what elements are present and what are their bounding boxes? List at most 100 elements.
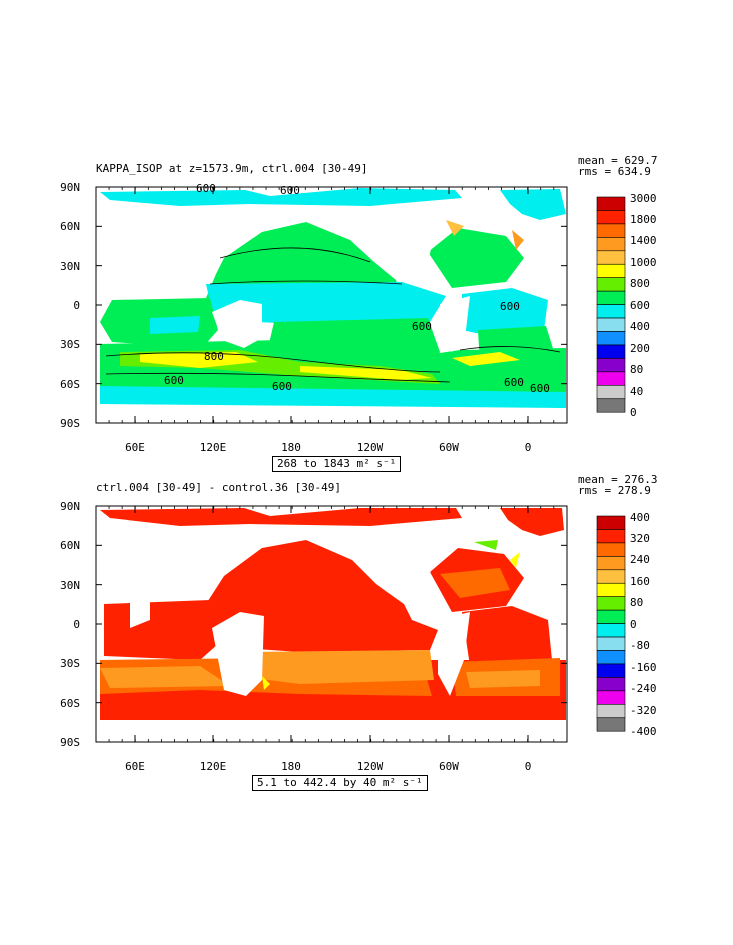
colorbar-swatch <box>596 703 626 719</box>
contour-label: 600 <box>280 184 300 197</box>
lat-tick-label: 90N <box>60 500 80 513</box>
panel2-range-box: 5.1 to 442.4 by 40 m² s⁻¹ <box>252 775 428 791</box>
contour-label: 600 <box>196 182 216 195</box>
lon-tick-label: 120E <box>200 441 227 454</box>
colorbar-swatch <box>596 263 626 278</box>
colorbar-swatch <box>596 237 626 252</box>
colorbar-swatch <box>596 290 626 305</box>
contour-label: 800 <box>204 350 224 363</box>
panel1-ticks <box>95 186 567 424</box>
colorbar-label: 800 <box>630 277 650 290</box>
colorbar-label: 0 <box>630 618 637 631</box>
lat-tick-label: 30S <box>60 338 80 351</box>
contour-label: 600 <box>272 380 292 393</box>
colorbar-swatch <box>596 596 626 611</box>
panel2-colorbar <box>596 515 626 732</box>
panel1-field <box>100 188 566 408</box>
colorbar-swatch <box>596 677 626 692</box>
colorbar-swatch <box>596 650 626 665</box>
colorbar-label: 400 <box>630 511 650 524</box>
lon-tick-label: 120W <box>357 760 384 773</box>
colorbar-label: 3000 <box>630 192 657 205</box>
colorbar-label: -320 <box>630 704 657 717</box>
colorbar-swatch <box>596 331 626 346</box>
colorbar-label: 80 <box>630 596 643 609</box>
colorbar-label: 1400 <box>630 234 657 247</box>
lat-tick-label: 30N <box>60 579 80 592</box>
contour-label: 600 <box>500 300 520 313</box>
lat-tick-label: 90S <box>60 417 80 430</box>
colorbar-swatch <box>596 277 626 292</box>
panel2-field <box>96 506 567 742</box>
colorbar-label: 0 <box>630 406 637 419</box>
colorbar-label: 600 <box>630 299 650 312</box>
lon-tick-label: 60W <box>439 441 459 454</box>
contour-label: 600 <box>164 374 184 387</box>
lat-tick-label: 90N <box>60 181 80 194</box>
colorbar-label: 40 <box>630 385 643 398</box>
colorbar-swatch <box>596 623 626 638</box>
colorbar-swatch <box>596 556 626 571</box>
panel1-title: KAPPA_ISOP at z=1573.9m, ctrl.004 [30-49… <box>96 162 368 175</box>
colorbar-swatch <box>596 250 626 265</box>
lon-tick-label: 0 <box>525 760 532 773</box>
colorbar-label: -240 <box>630 682 657 695</box>
colorbar-label: 200 <box>630 342 650 355</box>
colorbar-swatch <box>596 210 626 225</box>
contour-label: 600 <box>530 382 550 395</box>
panel2-rms: rms = 278.9 <box>578 484 651 497</box>
colorbar-swatch <box>596 609 626 624</box>
panel2-mean: mean = 276.3 <box>578 473 658 486</box>
panel1-colorbar <box>596 196 626 413</box>
colorbar-label: 400 <box>630 320 650 333</box>
colorbar-swatch <box>596 515 626 530</box>
colorbar-swatch <box>596 371 626 386</box>
colorbar-label: 160 <box>630 575 650 588</box>
colorbar-label: 1800 <box>630 213 657 226</box>
lat-tick-label: 60N <box>60 220 80 233</box>
panel1-rms: rms = 634.9 <box>578 165 651 178</box>
colorbar-swatch <box>596 384 626 400</box>
panel1-mean: mean = 629.7 <box>578 154 658 167</box>
lon-tick-label: 120E <box>200 760 227 773</box>
panel2-title: ctrl.004 [30-49] - control.36 [30-49] <box>96 481 342 494</box>
colorbar-swatch <box>596 398 626 413</box>
colorbar-swatch <box>596 344 626 359</box>
lon-tick-label: 60E <box>125 760 145 773</box>
colorbar-swatch <box>596 636 626 651</box>
colorbar-swatch <box>596 196 626 211</box>
colorbar-swatch <box>596 542 626 557</box>
colorbar-label: 320 <box>630 532 650 545</box>
colorbar-label: 1000 <box>630 256 657 269</box>
lat-tick-label: 0 <box>73 618 80 631</box>
colorbar-swatch <box>596 582 626 597</box>
lon-tick-label: 180 <box>281 760 301 773</box>
lat-tick-label: 30N <box>60 260 80 273</box>
lon-tick-label: 60W <box>439 760 459 773</box>
lat-tick-label: 60S <box>60 378 80 391</box>
colorbar-swatch <box>596 358 626 373</box>
lat-tick-label: 30S <box>60 657 80 670</box>
colorbar-swatch <box>596 663 626 678</box>
lat-tick-label: 60S <box>60 697 80 710</box>
lon-tick-label: 180 <box>281 441 301 454</box>
lat-tick-label: 0 <box>73 299 80 312</box>
lat-tick-label: 90S <box>60 736 80 749</box>
contour-label: 600 <box>504 376 524 389</box>
colorbar-label: -80 <box>630 639 650 652</box>
colorbar-swatch <box>596 304 626 319</box>
lon-tick-label: 60E <box>125 441 145 454</box>
lat-tick-label: 60N <box>60 539 80 552</box>
contour-label: 600 <box>412 320 432 333</box>
colorbar-swatch <box>596 317 626 332</box>
colorbar-swatch <box>596 529 626 544</box>
colorbar-swatch <box>596 690 626 705</box>
colorbar-label: -160 <box>630 661 657 674</box>
colorbar-label: 240 <box>630 553 650 566</box>
panel1-range-box: 268 to 1843 m² s⁻¹ <box>272 456 402 472</box>
colorbar-swatch <box>596 223 626 238</box>
colorbar-swatch <box>596 569 626 584</box>
colorbar-swatch <box>596 717 626 732</box>
colorbar-label: -400 <box>630 725 657 738</box>
